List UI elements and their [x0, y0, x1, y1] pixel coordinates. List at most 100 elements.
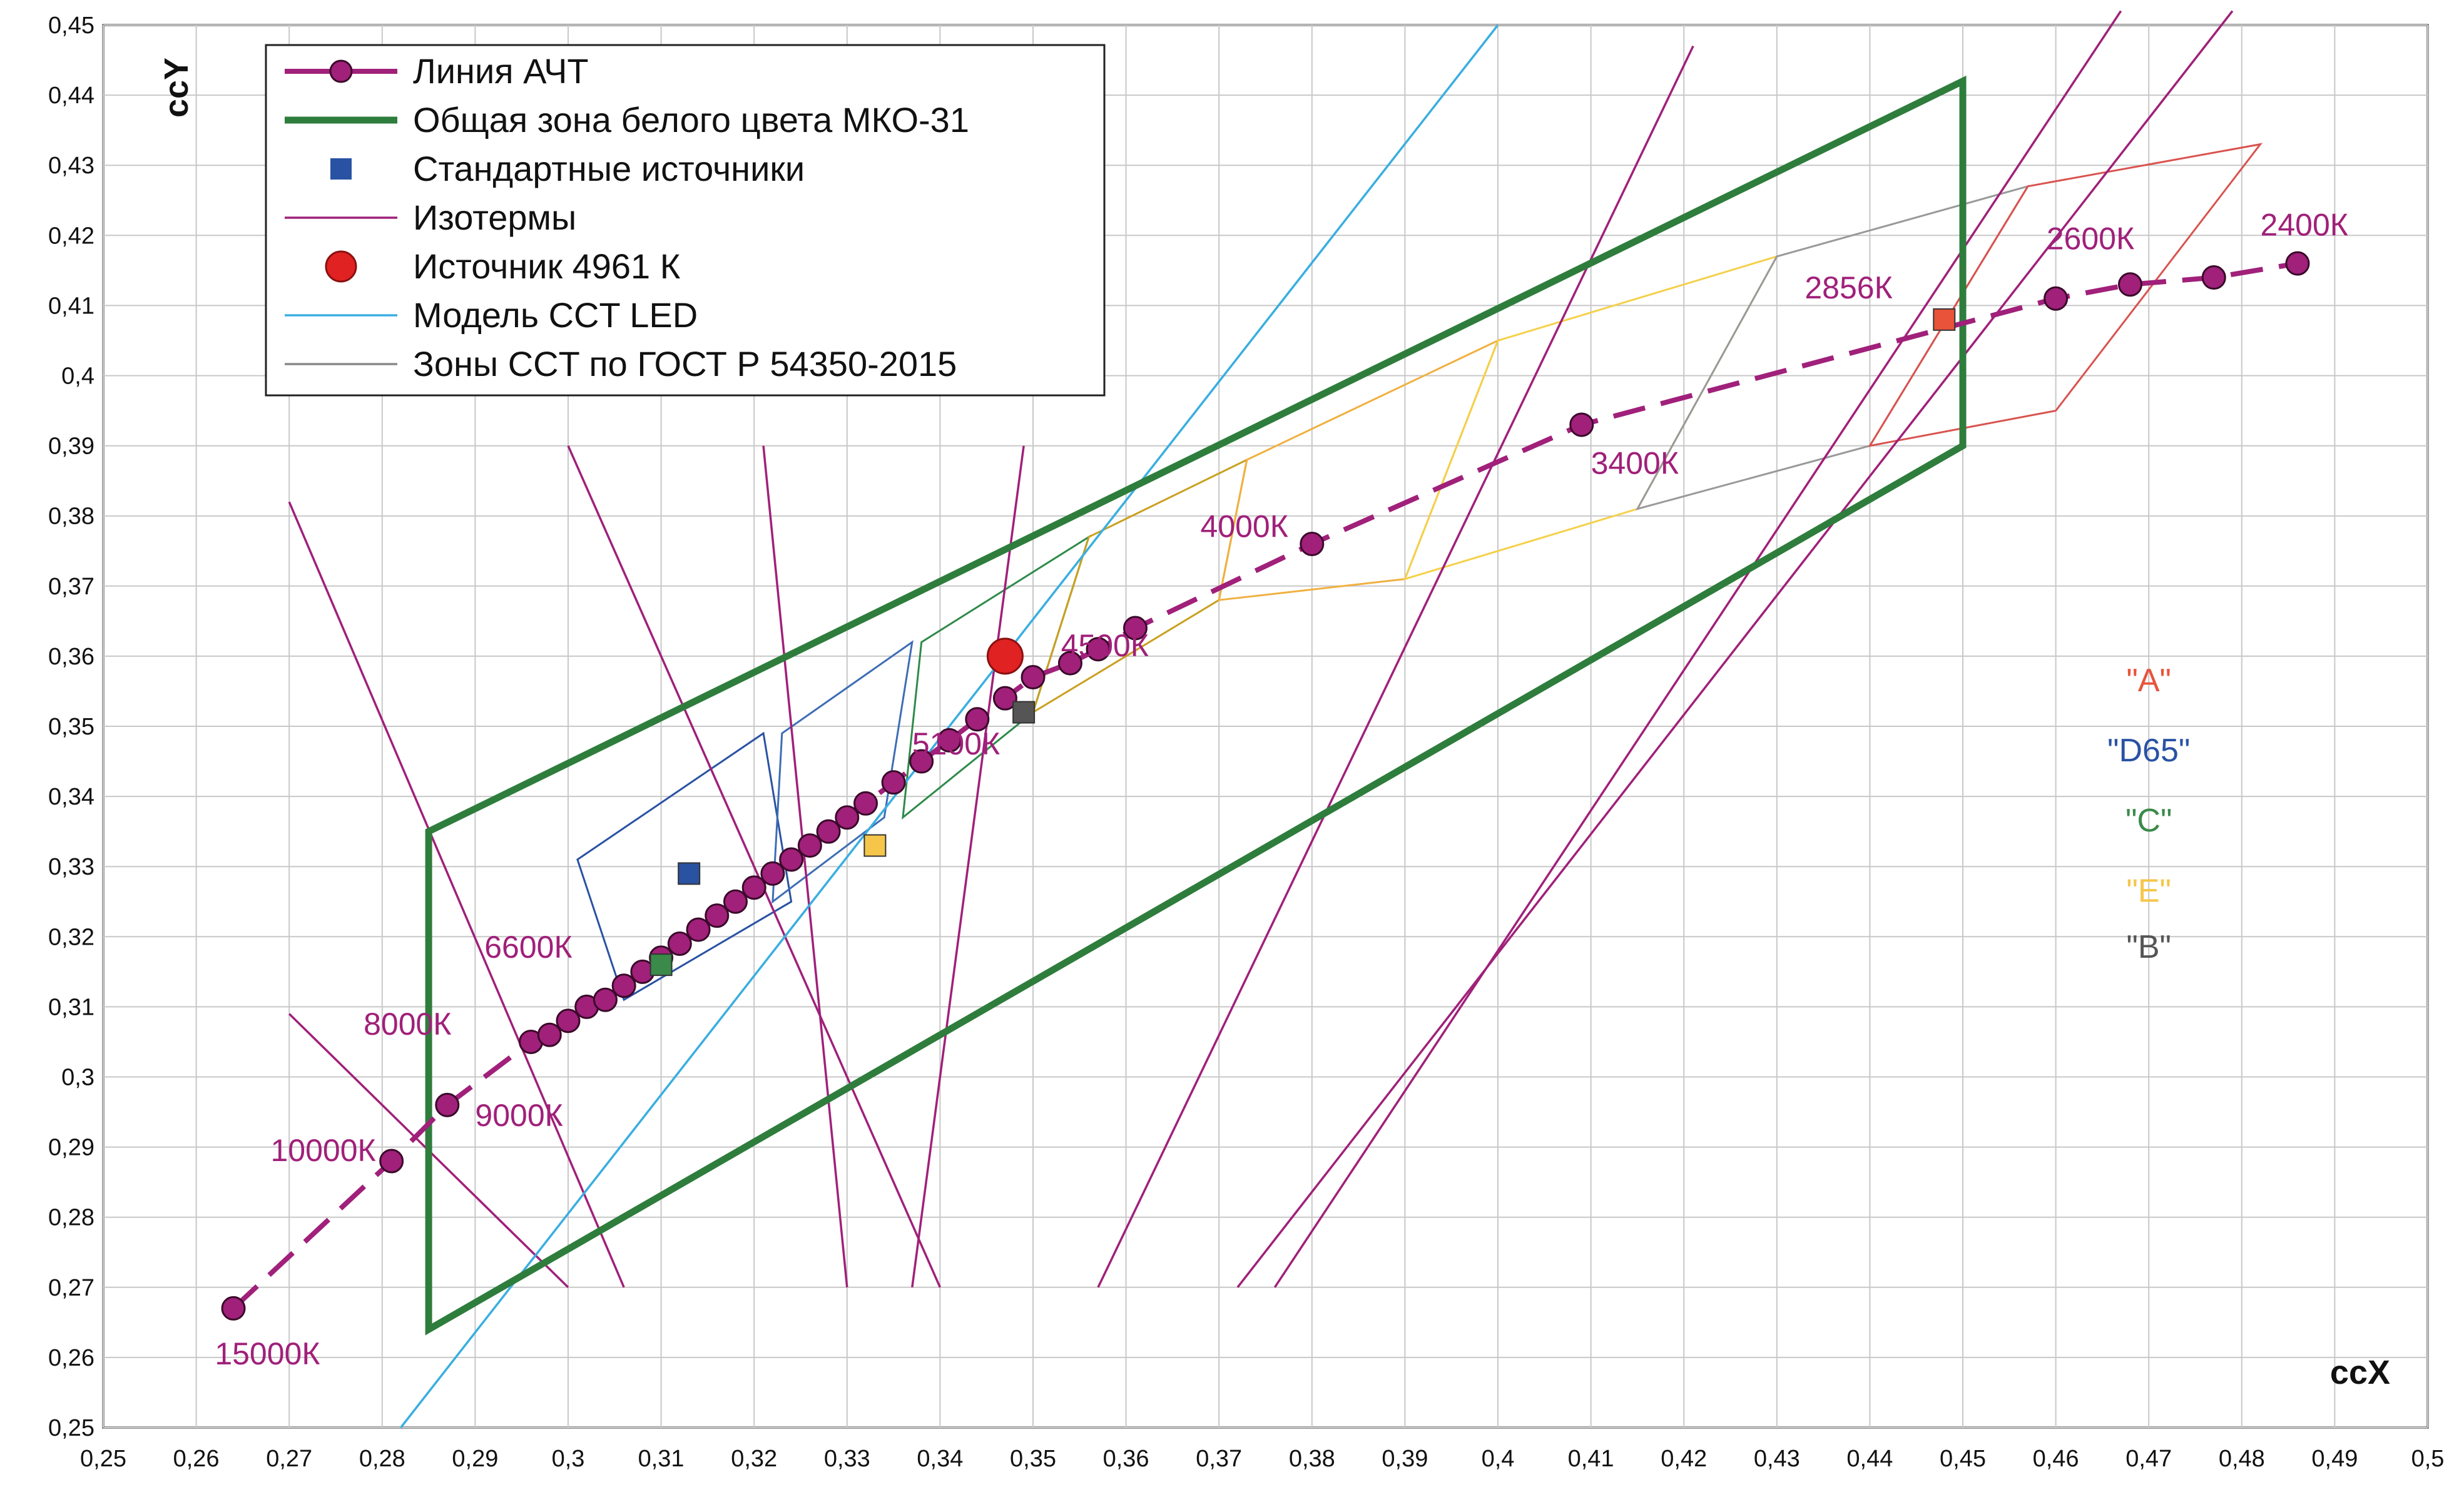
temperature-label: 2856К	[1805, 270, 1892, 305]
x-tick-label: 0,29	[452, 1446, 498, 1472]
planckian-point	[537, 1022, 562, 1047]
planckian-point	[909, 749, 934, 774]
y-tick-label: 0,34	[48, 784, 94, 810]
planckian-point	[992, 686, 1017, 711]
y-tick-label: 0,27	[48, 1275, 94, 1301]
gost-cct-zones	[576, 143, 2263, 1002]
planckian-point	[965, 707, 990, 732]
x-tick-label: 0,26	[173, 1446, 220, 1472]
legend: Линия АЧТ Общая зона белого цвета МКО-31 С…	[265, 44, 1106, 397]
x-tick-label: 0,28	[359, 1446, 405, 1472]
temperature-label: 8000К	[364, 1007, 451, 1042]
y-tick-label: 0,3	[61, 1065, 94, 1091]
tick-labels: 0,25 0,26 0,27 0,28 0,29 0,3 0,31 0,32 0,33 0,34 0…	[48, 13, 2444, 1472]
x-tick-label: 0,36	[1103, 1446, 1149, 1472]
planckian-point	[1021, 665, 1046, 690]
white-zone-polygon	[425, 75, 1967, 1336]
legend-swatch-marker	[329, 59, 353, 83]
standard-source-label: "C"	[2125, 803, 2172, 839]
temperature-label: 4500К	[1061, 628, 1149, 663]
planckian-point	[816, 819, 841, 844]
legend-box	[265, 44, 1106, 397]
isotherm-line	[1273, 10, 2122, 1288]
planckian-point	[853, 791, 878, 816]
source-4961-marker	[986, 637, 1024, 675]
planckian-point	[881, 770, 906, 795]
gost-zone-polygon	[902, 534, 1091, 820]
legend-swatch-square	[330, 158, 352, 180]
x-tick-label: 0,34	[917, 1446, 963, 1472]
x-tick-label: 0,46	[2033, 1446, 2079, 1472]
legend-label: Стандартные источники	[413, 149, 805, 188]
y-tick-label: 0,32	[48, 924, 94, 950]
x-tick-label: 0,42	[1661, 1446, 1707, 1472]
legend-label: Общая зона белого цвета МКО-31	[413, 100, 969, 140]
planckian-point	[760, 861, 785, 886]
x-tick-label: 0,25	[80, 1446, 126, 1472]
y-tick-label: 0,25	[48, 1415, 94, 1441]
planckian-point	[741, 875, 766, 900]
gost-zone-polygon	[771, 640, 914, 904]
x-tick-label: 0,32	[731, 1446, 777, 1472]
temperature-label: 10000К	[270, 1133, 375, 1168]
planckian-point	[2285, 251, 2310, 276]
planckian-point	[723, 889, 748, 914]
y-tick-label: 0,41	[48, 293, 94, 319]
planckian-point	[937, 728, 962, 753]
y-tick-label: 0,45	[48, 13, 94, 39]
y-tick-label: 0,28	[48, 1205, 94, 1231]
planckian-point	[705, 903, 730, 928]
legend-label: Модель CCT LED	[413, 295, 698, 335]
led-cct-model-line	[400, 24, 1499, 1429]
planckian-point	[686, 917, 711, 942]
temperature-label: 5100К	[912, 726, 1000, 761]
led-model-line	[400, 24, 1499, 1429]
y-tick-label: 0,37	[48, 574, 94, 600]
temperature-label: 2600К	[2047, 221, 2134, 256]
temperature-label: 6600К	[484, 930, 572, 965]
x-tick-label: 0,35	[1010, 1446, 1056, 1472]
x-tick-label: 0,38	[1289, 1446, 1335, 1472]
x-tick-label: 0,45	[1940, 1446, 1986, 1472]
y-axis-title: ccY	[158, 58, 195, 118]
isotherm-line	[1097, 45, 1694, 1288]
isotherm-line	[288, 501, 625, 1288]
temperature-label: 4000К	[1200, 509, 1288, 544]
isotherm-line	[567, 445, 942, 1288]
gost-zone-polygon	[1868, 143, 2263, 447]
y-tick-label: 0,39	[48, 434, 94, 460]
x-tick-label: 0,37	[1196, 1446, 1242, 1472]
planckian-point	[2117, 272, 2142, 297]
planckian-point	[379, 1149, 404, 1174]
planckian-point	[2044, 286, 2069, 311]
isotherm-line	[1236, 10, 2234, 1288]
legend-label: Источник 4961 К	[413, 246, 681, 286]
legend-label: Зоны CCT по ГОСТ Р 54350-2015	[413, 344, 957, 383]
legend-label: Линия АЧТ	[413, 51, 589, 91]
y-tick-label: 0,36	[48, 644, 94, 670]
planckian-point	[221, 1296, 246, 1321]
x-tick-label: 0,27	[266, 1446, 312, 1472]
x-tick-label: 0,31	[638, 1446, 685, 1472]
temperature-label: 15000К	[215, 1336, 320, 1371]
y-tick-label: 0,33	[48, 854, 94, 880]
y-tick-label: 0,35	[48, 714, 94, 740]
standard-source-marker	[678, 862, 701, 885]
x-tick-label: 0,47	[2125, 1446, 2172, 1472]
temperature-label: 9000К	[475, 1098, 563, 1133]
planckian-point	[797, 833, 822, 858]
x-tick-label: 0,49	[2311, 1446, 2358, 1472]
planckian-point	[611, 973, 636, 998]
standard-source-label: "E"	[2126, 873, 2171, 909]
y-tick-label: 0,26	[48, 1345, 94, 1371]
x-tick-label: 0,3	[552, 1446, 585, 1472]
planckian-point	[835, 805, 860, 830]
standard-source-label: "D65"	[2107, 733, 2190, 769]
y-tick-label: 0,31	[48, 994, 94, 1020]
temperature-label: 2400К	[2261, 207, 2348, 242]
grid-lines	[102, 24, 2429, 1429]
x-tick-label: 0,48	[2219, 1446, 2265, 1472]
planckian-point	[1300, 532, 1325, 557]
legend-label: Изотермы	[413, 198, 576, 237]
